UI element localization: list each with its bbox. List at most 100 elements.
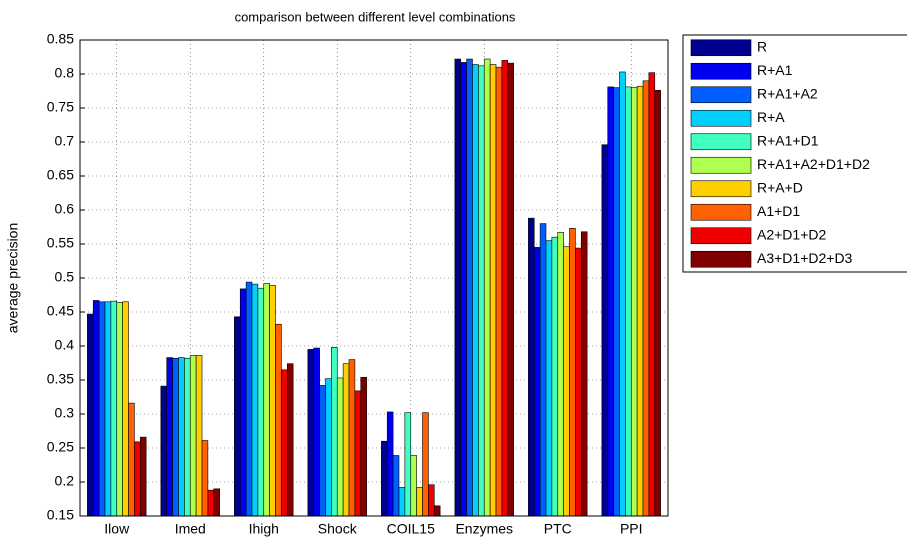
bar	[454, 58, 462, 517]
bar	[160, 385, 168, 517]
bar	[239, 288, 247, 517]
legend-label: R+A1+A2	[757, 85, 818, 101]
bar	[307, 349, 315, 517]
y-tick-label: 0.65	[47, 167, 74, 183]
bar	[404, 412, 412, 517]
bar	[495, 66, 503, 517]
bar	[354, 390, 362, 517]
bar	[575, 247, 582, 517]
y-tick-label: 0.25	[47, 439, 74, 455]
bar	[630, 87, 638, 517]
bar	[636, 85, 644, 517]
bar	[528, 217, 535, 517]
x-tick-label: PPI	[620, 521, 643, 537]
bar	[472, 64, 479, 517]
legend-label: A3+D1+D2+D3	[757, 250, 853, 266]
bar	[319, 385, 326, 517]
bar	[507, 62, 514, 517]
bar	[422, 412, 429, 517]
bar	[275, 323, 282, 517]
x-tick-label: COIL15	[387, 521, 435, 537]
y-tick-label: 0.6	[55, 201, 75, 217]
legend-swatch	[690, 156, 752, 174]
legend-swatch	[690, 62, 752, 80]
y-tick-label: 0.35	[47, 371, 74, 387]
bar	[245, 281, 253, 517]
bar	[234, 316, 241, 517]
y-tick-label: 0.85	[47, 31, 74, 47]
bar	[551, 236, 559, 517]
bar	[331, 347, 338, 517]
bar	[257, 287, 265, 517]
bar	[313, 347, 320, 517]
legend-swatch	[690, 250, 752, 268]
bar	[392, 455, 400, 517]
bar	[87, 313, 94, 517]
bar	[348, 359, 356, 517]
legend-label: R+A1	[757, 62, 793, 78]
x-tick-label: Enzymes	[455, 521, 513, 537]
bar	[460, 62, 467, 517]
bar	[648, 72, 656, 517]
x-tick-label: Imed	[175, 521, 206, 537]
bar	[569, 228, 576, 517]
legend-label: R+A	[757, 109, 785, 125]
bar	[601, 144, 609, 517]
bar	[116, 302, 123, 517]
bar	[433, 505, 441, 517]
y-tick-label: 0.4	[55, 337, 75, 353]
bar	[122, 301, 129, 517]
bar	[416, 487, 423, 517]
bar	[342, 363, 350, 517]
bar	[92, 300, 100, 517]
bar	[483, 58, 491, 517]
bar	[251, 283, 259, 517]
x-tick-label: PTC	[544, 521, 572, 537]
legend-label: R	[757, 38, 767, 54]
bar	[557, 232, 564, 517]
bar	[580, 231, 588, 517]
bar	[398, 487, 406, 517]
y-tick-label: 0.75	[47, 99, 74, 115]
legend-label: R+A1+A2+D1+D2	[757, 156, 870, 172]
legend-label: R+A+D	[757, 179, 803, 195]
y-tick-label: 0.3	[55, 405, 75, 421]
bar	[428, 484, 435, 517]
bar	[104, 301, 112, 517]
bar	[98, 301, 106, 517]
bar	[336, 377, 344, 517]
bar	[410, 455, 417, 517]
bar	[166, 357, 173, 517]
bar	[533, 247, 541, 517]
bar	[213, 488, 220, 517]
bar	[110, 300, 118, 517]
legend-swatch	[690, 109, 752, 127]
chart-title: comparison between different level combi…	[235, 9, 516, 24]
x-tick-label: Ilow	[104, 521, 130, 537]
bar	[478, 65, 485, 517]
bar	[286, 363, 294, 517]
legend-swatch	[690, 227, 752, 245]
legend-label: A2+D1+D2	[757, 226, 826, 242]
legend-swatch	[690, 133, 752, 151]
bar	[386, 411, 394, 517]
legend-swatch	[690, 180, 752, 198]
y-tick-label: 0.5	[55, 269, 75, 285]
bar	[654, 90, 661, 517]
legend-label: A1+D1	[757, 203, 800, 219]
bar	[178, 357, 185, 517]
bar	[201, 440, 209, 517]
bar	[607, 86, 614, 517]
y-tick-label: 0.7	[55, 133, 75, 149]
bar	[195, 355, 203, 517]
bar	[613, 87, 620, 517]
bar	[501, 60, 509, 517]
bar	[207, 489, 215, 517]
y-axis-label: average precision	[5, 223, 21, 334]
legend-swatch	[690, 86, 752, 104]
plot-frame	[79, 39, 669, 517]
legend-swatch	[690, 39, 752, 57]
bar	[263, 283, 270, 517]
bar	[539, 223, 547, 517]
